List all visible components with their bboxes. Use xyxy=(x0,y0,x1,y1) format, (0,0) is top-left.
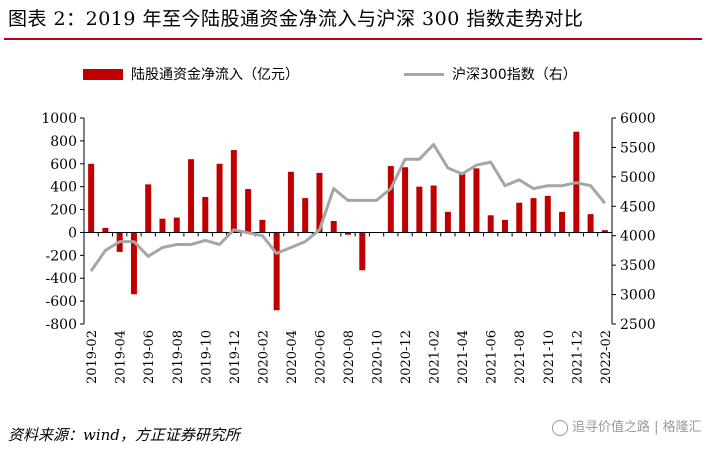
x-tick-label: 2020-06 xyxy=(313,330,328,384)
bar-2021-04 xyxy=(459,172,466,233)
bar-2021-03 xyxy=(444,211,451,233)
title-divider xyxy=(4,38,702,40)
bar-2019-02 xyxy=(88,163,95,233)
bar-2019-10 xyxy=(202,196,209,233)
x-tick-label: 2021-06 xyxy=(485,330,500,384)
bar-2019-11 xyxy=(216,163,223,233)
wechat-icon xyxy=(552,419,568,436)
y-left-tick-label: -600 xyxy=(46,294,77,310)
line-series-hs300 xyxy=(89,143,607,272)
watermark-text: 追寻价值之路 | 格隆汇 xyxy=(572,420,702,435)
x-tick-label: 2021-10 xyxy=(542,330,557,384)
bar-2020-09 xyxy=(359,232,366,271)
x-tick-label: 2019-06 xyxy=(142,330,157,384)
bar-2021-11 xyxy=(559,211,566,233)
x-tick-label: 2020-04 xyxy=(285,330,300,384)
bar-2020-01 xyxy=(245,188,252,233)
legend-line-swatch xyxy=(404,72,444,76)
x-tick-label: 2021-08 xyxy=(513,330,528,384)
y-right-tick-label: 4000 xyxy=(620,229,656,245)
y-right-tick-label: 3500 xyxy=(620,258,656,274)
bar-2019-07 xyxy=(159,218,166,233)
x-tick-label: 2020-12 xyxy=(399,330,414,384)
legend-label-inflow: 陆股通资金净流入（亿元） xyxy=(131,67,299,83)
bar-2020-12 xyxy=(402,167,409,233)
bar-2021-06 xyxy=(487,215,494,233)
legend: 陆股通资金净流入（亿元） 沪深300指数（右） xyxy=(0,64,706,84)
y-right-tick-label: 6000 xyxy=(620,111,656,127)
legend-bar-swatch xyxy=(83,68,123,80)
y-left-tick-label: 200 xyxy=(50,203,77,219)
legend-label-index: 沪深300指数（右） xyxy=(452,67,577,83)
bar-2019-06 xyxy=(145,184,152,233)
bar-2021-07 xyxy=(501,219,508,233)
y-left-tick-label: 0 xyxy=(68,225,77,241)
bar-2020-08 xyxy=(345,232,351,235)
y-right-tick-label: 4500 xyxy=(620,199,656,215)
legend-item-inflow: 陆股通资金净流入（亿元） xyxy=(83,64,299,84)
bar-2020-05 xyxy=(302,198,309,233)
source-note: 资料来源：wind，方正证券研究所 xyxy=(8,426,240,444)
bar-2020-02 xyxy=(259,219,266,233)
y-right-tick-label: 2500 xyxy=(620,317,656,333)
bar-2019-09 xyxy=(188,159,195,233)
bar-2019-08 xyxy=(173,217,180,233)
bar-2020-03 xyxy=(273,232,280,311)
x-tick-label: 2020-08 xyxy=(342,330,357,384)
x-tick-label: 2021-02 xyxy=(428,330,443,384)
watermark: 追寻价值之路 | 格隆汇 xyxy=(552,416,702,436)
bar-2020-04 xyxy=(287,171,294,233)
legend-item-index: 沪深300指数（右） xyxy=(404,64,577,84)
y-left-tick-label: -800 xyxy=(46,317,77,333)
bar-2021-09 xyxy=(530,198,537,233)
y-left-tick-label: 800 xyxy=(50,134,77,150)
y-left-tick-label: 400 xyxy=(50,180,77,196)
y-left-tick-label: 600 xyxy=(50,157,77,173)
bar-2021-05 xyxy=(473,168,480,233)
bar-2021-10 xyxy=(544,195,551,233)
bar-2019-05 xyxy=(130,232,137,295)
x-tick-label: 2020-10 xyxy=(371,330,386,384)
bar-2021-02 xyxy=(430,185,437,233)
bar-2019-03 xyxy=(102,227,109,233)
bar-2022-01 xyxy=(587,214,594,233)
bar-2021-08 xyxy=(516,202,523,233)
x-tick-label: 2021-04 xyxy=(456,330,471,384)
x-tick-label: 2019-08 xyxy=(171,330,186,384)
bar-2020-06 xyxy=(316,172,323,233)
x-tick-label: 2019-02 xyxy=(85,330,100,384)
x-tick-label: 2021-12 xyxy=(570,330,585,384)
bar-2020-07 xyxy=(330,221,337,233)
x-tick-label: 2020-02 xyxy=(256,330,271,384)
y-left-tick-label: 1000 xyxy=(41,111,77,127)
y-right-tick-label: 5000 xyxy=(620,170,656,186)
y-left-tick-label: -400 xyxy=(46,271,77,287)
x-tick-label: 2019-12 xyxy=(228,330,243,384)
bar-2022-02 xyxy=(601,230,608,233)
y-left-tick-label: -200 xyxy=(46,248,77,264)
x-tick-label: 2022-02 xyxy=(599,330,614,384)
x-tick-label: 2019-10 xyxy=(199,330,214,384)
y-right-tick-label: 5500 xyxy=(620,140,656,156)
bar-2019-12 xyxy=(230,150,237,233)
bar-2020-11 xyxy=(387,166,394,233)
bar-2021-01 xyxy=(416,186,423,233)
chart-title: 图表 2：2019 年至今陆股通资金净流入与沪深 300 指数走势对比 xyxy=(8,8,584,30)
y-right-tick-label: 3000 xyxy=(620,288,656,304)
x-tick-label: 2019-04 xyxy=(114,330,129,384)
